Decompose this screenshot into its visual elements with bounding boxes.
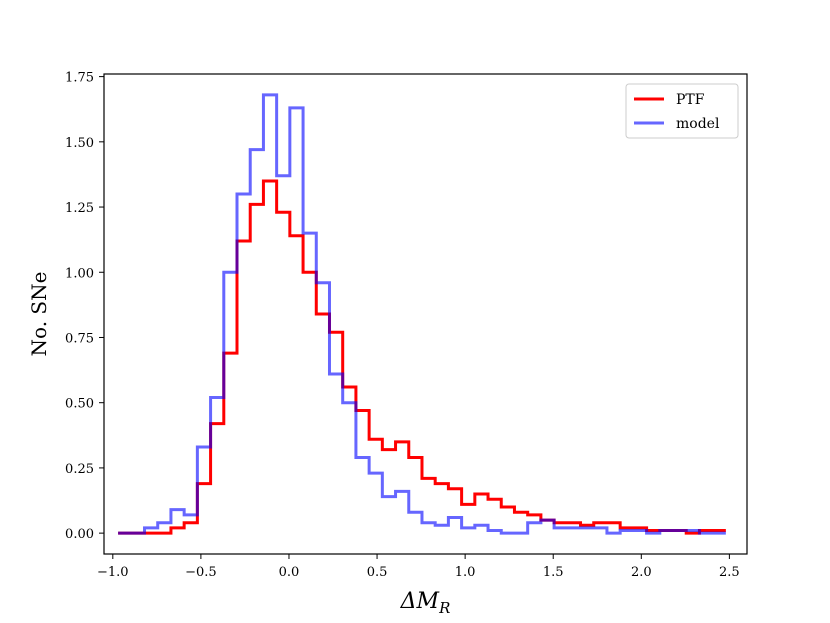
series-line-PTF [118, 179, 726, 535]
x-tick-label: 0.0 [279, 565, 300, 580]
y-tick-label: 1.50 [65, 136, 94, 151]
x-axis-title: ΔMR [400, 589, 451, 617]
x-tick-label: 2.5 [719, 565, 740, 580]
plot-frame [103, 73, 748, 555]
x-tick-label: 1.0 [455, 565, 476, 580]
x-tick-label: 1.5 [543, 565, 564, 580]
y-tick-label: 0.25 [65, 462, 94, 477]
x-tick-label: 2.0 [631, 565, 652, 580]
y-tick-label: 1.75 [65, 71, 94, 86]
y-tick-label: 0.00 [65, 527, 94, 542]
y-axis-title: No. SNe [27, 272, 51, 357]
x-axis: −1.0 −0.5 0.0 0.5 1.0 1.5 2.0 2.5 [97, 554, 740, 580]
y-axis: 0.00 0.25 0.50 0.75 1.00 1.25 1.50 1.75 [65, 71, 104, 542]
series-line-model [118, 93, 726, 535]
y-tick-label: 1.25 [65, 201, 94, 216]
y-tick-label: 0.75 [65, 331, 94, 346]
y-tick-label: 0.50 [65, 397, 94, 412]
legend: PTF model [625, 83, 739, 139]
legend-label-PTF: PTF [676, 92, 705, 108]
x-tick-label: −0.5 [185, 565, 217, 580]
legend-label-model: model [676, 116, 720, 132]
x-tick-label: 0.5 [367, 565, 388, 580]
series-layer [118, 93, 726, 535]
y-tick-label: 1.00 [65, 266, 94, 281]
x-tick-label: −1.0 [97, 565, 129, 580]
